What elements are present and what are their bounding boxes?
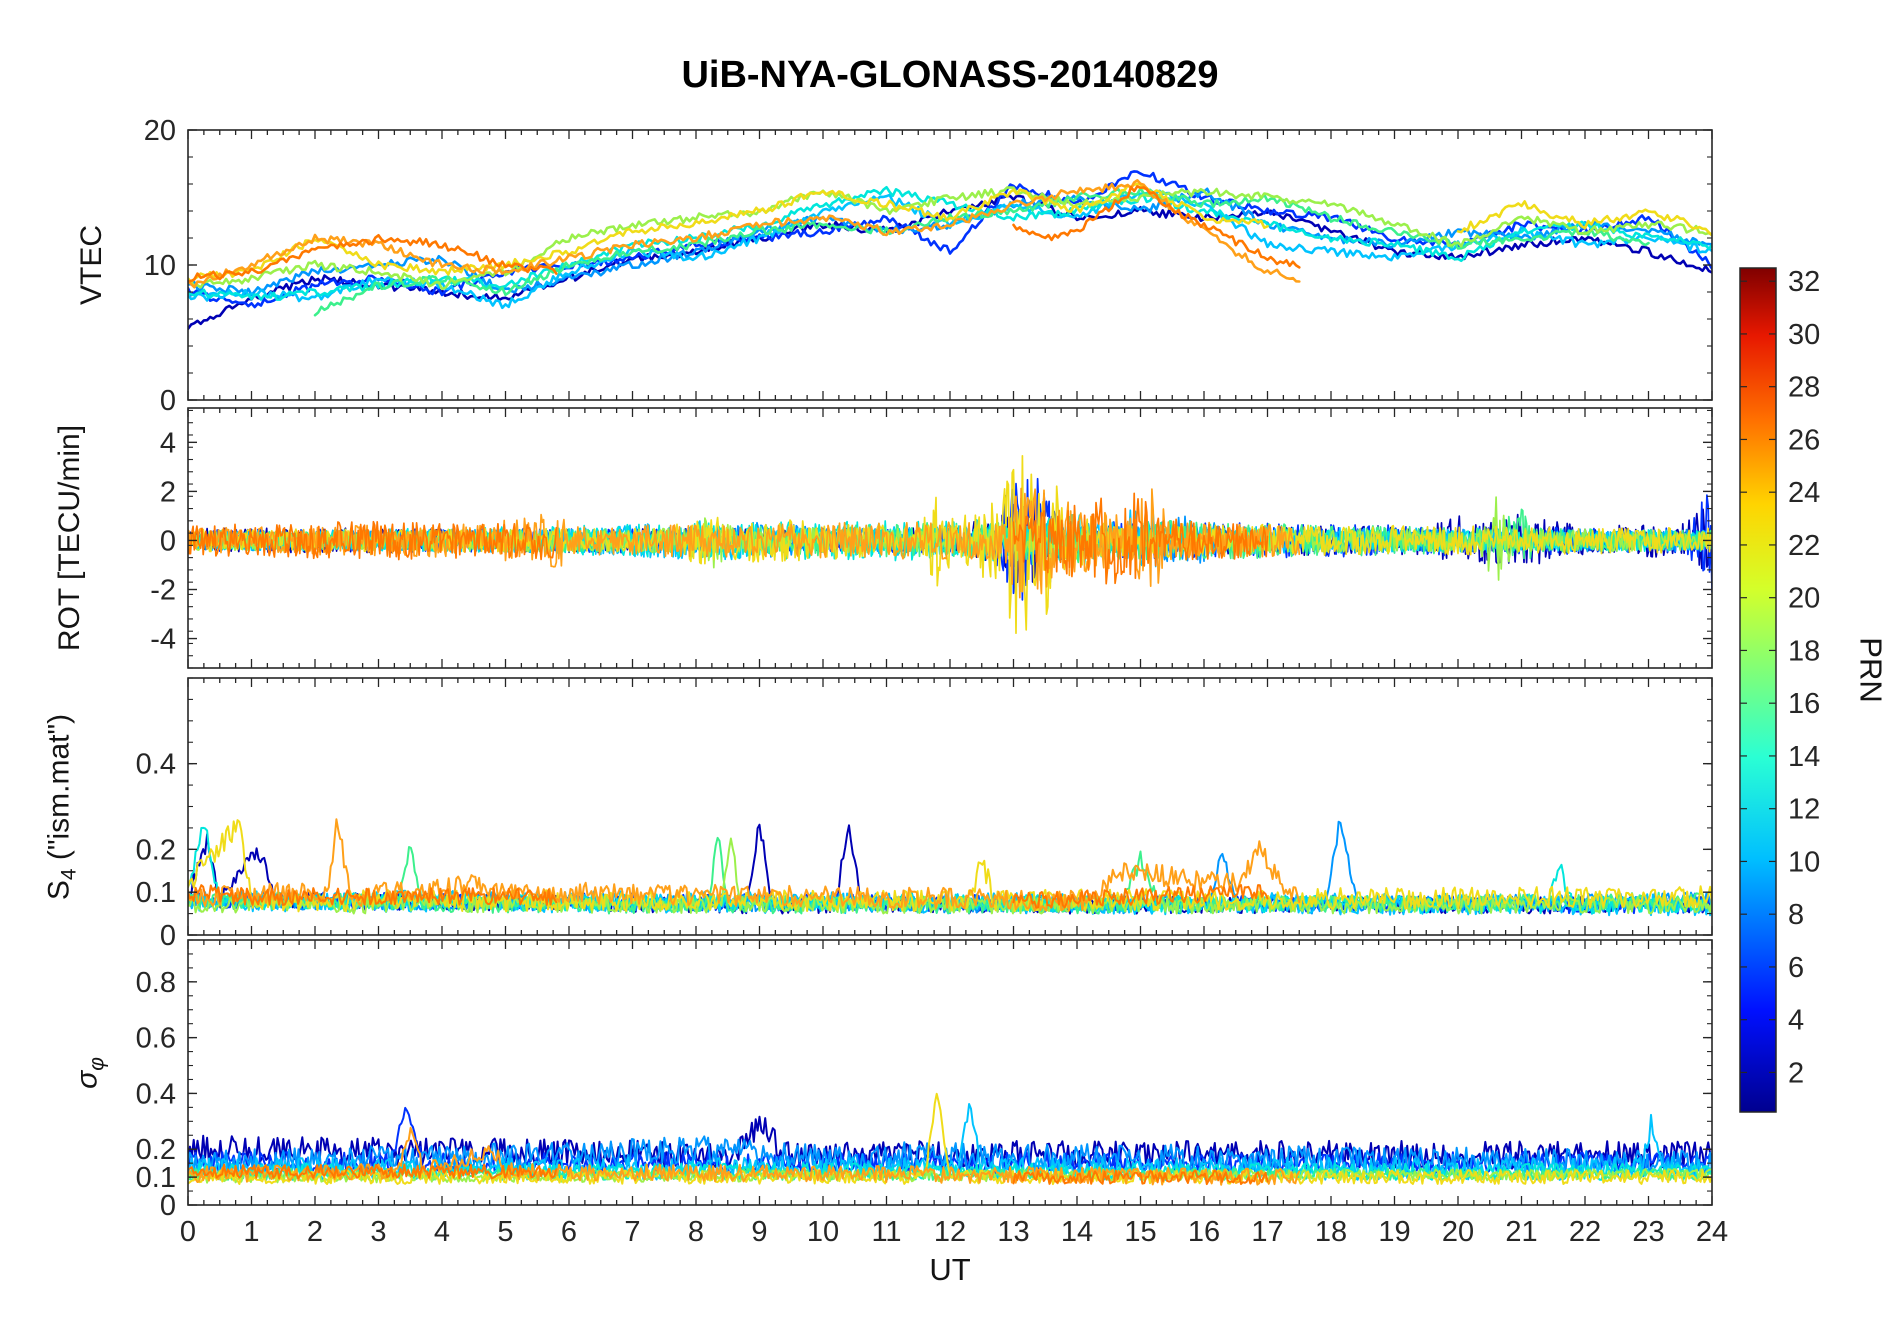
- x-axis-label: UT: [929, 1252, 971, 1287]
- panel-s4-data: [188, 818, 1712, 917]
- colorbar-tick-label: 28: [1788, 372, 1820, 404]
- series-prn-24: [1012, 492, 1269, 585]
- y-tick-label: 0.6: [136, 1023, 176, 1055]
- x-tick-label: 13: [997, 1216, 1029, 1248]
- y-tick-label: -4: [150, 624, 176, 656]
- x-tick-label: 10: [807, 1216, 839, 1248]
- colorbar-tick-label: 26: [1788, 424, 1820, 456]
- colorbar-tick-label: 20: [1788, 583, 1820, 615]
- y-tick-label: 0: [160, 525, 176, 557]
- x-tick-label: 12: [934, 1216, 966, 1248]
- series-prn-24: [188, 884, 558, 906]
- y-tick-label: -2: [150, 575, 176, 607]
- x-tick-label: 11: [871, 1216, 901, 1248]
- series-prn-24: [1012, 884, 1269, 909]
- y-tick-label: 2: [160, 476, 176, 508]
- panel-sigma_phi-axes: 0 1 2 3 4 5 6 7 8 9 10 11 12 13 14 15 16 17 18 19 20 21 22 23 24…: [136, 939, 1728, 1248]
- series-prn-20: [188, 182, 1269, 284]
- y-axis-label-rot: ROT [TECU/min]: [53, 424, 86, 652]
- panel-s4-axes: 0 0.1 0.2 0.4: [136, 677, 1713, 952]
- x-tick-label: 21: [1505, 1216, 1537, 1248]
- series-prn-24: [1012, 185, 1301, 269]
- y-tick-label: 0.1: [136, 1162, 176, 1194]
- x-tick-label: 1: [243, 1216, 259, 1248]
- colorbar-tick-label: 8: [1788, 899, 1804, 931]
- series-prn-17: [188, 837, 1712, 915]
- panel-vtec-axes: 0 10 20: [144, 115, 1713, 417]
- series-prn-24: [188, 234, 558, 283]
- y-tick-label: 4: [160, 427, 176, 459]
- chart-title: UiB-NYA-GLONASS-20140829: [681, 54, 1219, 96]
- y-tick-label: 0.4: [136, 749, 176, 781]
- series-prn-4: [188, 170, 1712, 309]
- panel-sigma_phi-data: [188, 1092, 1712, 1186]
- x-tick-label: 9: [751, 1216, 767, 1248]
- y-tick-label: 0: [160, 1190, 176, 1222]
- y-axis-label-s4: S4 ("ism.mat"): [42, 713, 81, 900]
- colorbar-tick-label: 14: [1788, 741, 1820, 773]
- series-prn-17: [188, 186, 1712, 291]
- colorbar-label: PRN: [1853, 637, 1889, 703]
- colorbar-tick-label: 16: [1788, 688, 1820, 720]
- colorbar-tick-label: 12: [1788, 794, 1820, 826]
- x-tick-label: 14: [1061, 1216, 1093, 1248]
- x-tick-label: 19: [1378, 1216, 1410, 1248]
- y-tick-label: 20: [144, 115, 176, 147]
- series-prn-24: [188, 1163, 558, 1180]
- y-tick-label: 0.2: [136, 834, 176, 866]
- y-tick-label: 0.1: [136, 877, 176, 909]
- series-prn-20: [1456, 200, 1712, 237]
- x-tick-label: 16: [1188, 1216, 1220, 1248]
- colorbar-tick-label: 30: [1788, 319, 1820, 351]
- series-prn-15: [313, 187, 1650, 317]
- x-tick-label: 0: [180, 1216, 196, 1248]
- x-tick-label: 23: [1632, 1216, 1664, 1248]
- y-tick-label: 0.2: [136, 1134, 176, 1166]
- y-axis-label-vtec: VTEC: [75, 224, 108, 306]
- colorbar-tick-label: 10: [1788, 846, 1820, 878]
- series-prn-12: [188, 185, 1712, 301]
- colorbar-tick-label: 32: [1788, 266, 1820, 298]
- colorbar-tick-label: 22: [1788, 530, 1820, 562]
- x-tick-label: 5: [497, 1216, 513, 1248]
- x-tick-label: 6: [561, 1216, 577, 1248]
- panel-rot-data: [188, 454, 1712, 635]
- x-tick-label: 20: [1442, 1216, 1474, 1248]
- x-tick-label: 24: [1696, 1216, 1728, 1248]
- x-tick-label: 22: [1569, 1216, 1601, 1248]
- y-tick-label: 0: [160, 920, 176, 952]
- colorbar-tick-label: 18: [1788, 635, 1820, 667]
- y-tick-label: 0.4: [136, 1078, 176, 1110]
- x-tick-label: 15: [1124, 1216, 1156, 1248]
- x-tick-label: 4: [434, 1216, 450, 1248]
- x-tick-label: 18: [1315, 1216, 1347, 1248]
- panel-rot-axes: -4 -2 0 2 4: [150, 407, 1713, 669]
- x-tick-label: 2: [307, 1216, 323, 1248]
- x-tick-label: 8: [688, 1216, 704, 1248]
- y-tick-label: 0: [160, 385, 176, 417]
- y-tick-label: 10: [144, 250, 176, 282]
- series-prn-24: [1012, 1169, 1269, 1186]
- y-tick-label: 0.8: [136, 967, 176, 999]
- colorbar-tick-label: 4: [1788, 1005, 1804, 1037]
- colorbar-tick-label: 6: [1788, 952, 1804, 984]
- y-axis-label-sigma_phi: σφ: [70, 1056, 109, 1089]
- x-tick-label: 7: [624, 1216, 640, 1248]
- colorbar-tick-label: 2: [1788, 1057, 1804, 1089]
- colorbar-tick-label: 24: [1788, 477, 1820, 509]
- panel-vtec-data: [188, 170, 1712, 331]
- series-prn-24: [188, 520, 558, 561]
- x-tick-label: 3: [370, 1216, 386, 1248]
- x-tick-label: 17: [1251, 1216, 1283, 1248]
